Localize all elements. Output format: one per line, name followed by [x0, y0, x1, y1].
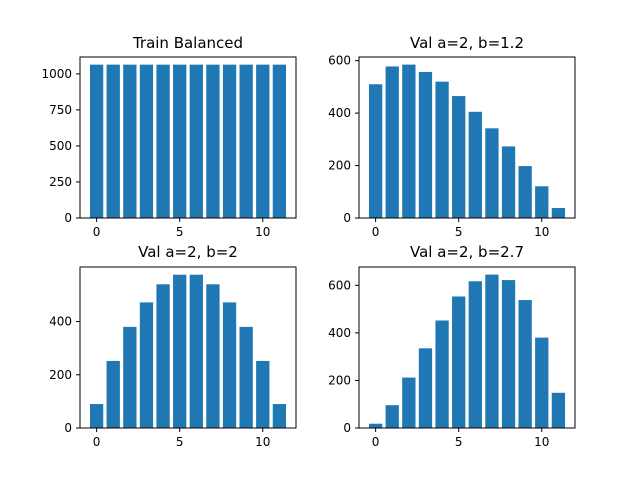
- bar: [518, 166, 532, 218]
- bar: [468, 281, 482, 428]
- bar: [535, 186, 549, 218]
- bar: [385, 66, 399, 218]
- y-tick-label: 1000: [41, 67, 72, 81]
- bar: [139, 64, 154, 218]
- y-tick-label: 0: [343, 421, 351, 435]
- bar: [418, 348, 433, 428]
- bar: [402, 64, 416, 218]
- x-tick-label: 10: [534, 225, 549, 239]
- bar: [222, 64, 237, 218]
- bar: [551, 208, 566, 218]
- subplot-title: Val a=2, b=1.2: [410, 34, 524, 52]
- axes-frame: [358, 56, 576, 219]
- bar: [385, 405, 399, 428]
- bar: [452, 296, 466, 428]
- axes-frame: [79, 266, 297, 429]
- x-tick-label: 0: [93, 225, 101, 239]
- bar: [402, 377, 416, 428]
- bar: [501, 146, 516, 218]
- x-tick-label: 0: [372, 225, 380, 239]
- bar: [368, 84, 383, 219]
- bar: [123, 326, 137, 428]
- y-tick-label: 400: [328, 326, 351, 340]
- bar: [189, 274, 203, 428]
- x-tick-label: 10: [255, 225, 270, 239]
- y-tick-label: 0: [343, 211, 351, 225]
- y-tick-label: 0: [64, 421, 72, 435]
- y-tick-label: 250: [49, 175, 72, 189]
- bar: [239, 64, 253, 218]
- x-tick-label: 10: [255, 435, 270, 449]
- bar: [485, 274, 499, 428]
- axes-frame: [79, 56, 297, 219]
- bar: [206, 284, 220, 428]
- y-tick-label: 200: [328, 373, 351, 387]
- y-tick-label: 400: [49, 315, 72, 329]
- bar: [501, 280, 516, 428]
- subplot-train-balanced: Train Balanced 0 5 10 0 250 500 750 1000: [41, 34, 297, 239]
- x-tick-label: 5: [176, 225, 184, 239]
- y-tick-label: 200: [49, 368, 72, 382]
- subplot-val-b-2: Val a=2, b=2 0 5 10 0 200 400: [49, 243, 297, 449]
- subplot-title: Train Balanced: [132, 34, 243, 52]
- bar: [551, 392, 566, 428]
- bar: [535, 337, 549, 428]
- bar: [156, 64, 170, 218]
- subplot-title: Val a=2, b=2.7: [410, 243, 524, 261]
- bar: [106, 64, 120, 218]
- bar: [123, 64, 137, 218]
- x-tick-label: 5: [455, 225, 463, 239]
- y-tick-label: 600: [328, 54, 351, 68]
- y-tick-label: 0: [64, 211, 72, 225]
- bar: [256, 64, 270, 218]
- axes-frame: [358, 266, 576, 429]
- subplot-val-b-1-2: Val a=2, b=1.2 0 5 10 0 200 400 600: [328, 34, 576, 239]
- bar: [222, 302, 237, 428]
- bar: [256, 360, 270, 428]
- x-tick-label: 0: [372, 435, 380, 449]
- subplot-title: Val a=2, b=2: [138, 243, 238, 261]
- bar: [452, 96, 466, 218]
- bar: [173, 274, 187, 428]
- y-tick-label: 400: [328, 106, 351, 120]
- bar: [89, 404, 104, 428]
- bar: [206, 64, 220, 218]
- y-tick-label: 500: [49, 139, 72, 153]
- bar: [106, 360, 120, 428]
- bar: [173, 64, 187, 218]
- bar: [418, 71, 433, 218]
- x-tick-label: 5: [176, 435, 184, 449]
- bar: [89, 64, 104, 218]
- bar: [518, 300, 532, 428]
- bar: [189, 64, 203, 218]
- x-tick-label: 10: [534, 435, 549, 449]
- bar: [435, 81, 449, 219]
- x-tick-label: 5: [455, 435, 463, 449]
- bar: [272, 64, 287, 218]
- bar: [435, 320, 449, 428]
- bar: [485, 128, 499, 218]
- y-tick-label: 200: [328, 159, 351, 173]
- bar: [272, 404, 287, 428]
- bar: [239, 326, 253, 428]
- y-tick-label: 600: [328, 278, 351, 292]
- subplot-val-b-2-7: Val a=2, b=2.7 0 5 10 0 200 400 600: [328, 243, 576, 449]
- bar: [139, 302, 154, 428]
- bar: [156, 284, 170, 428]
- bar: [368, 423, 383, 428]
- y-tick-label: 750: [49, 103, 72, 117]
- x-tick-label: 0: [93, 435, 101, 449]
- bar: [468, 111, 482, 218]
